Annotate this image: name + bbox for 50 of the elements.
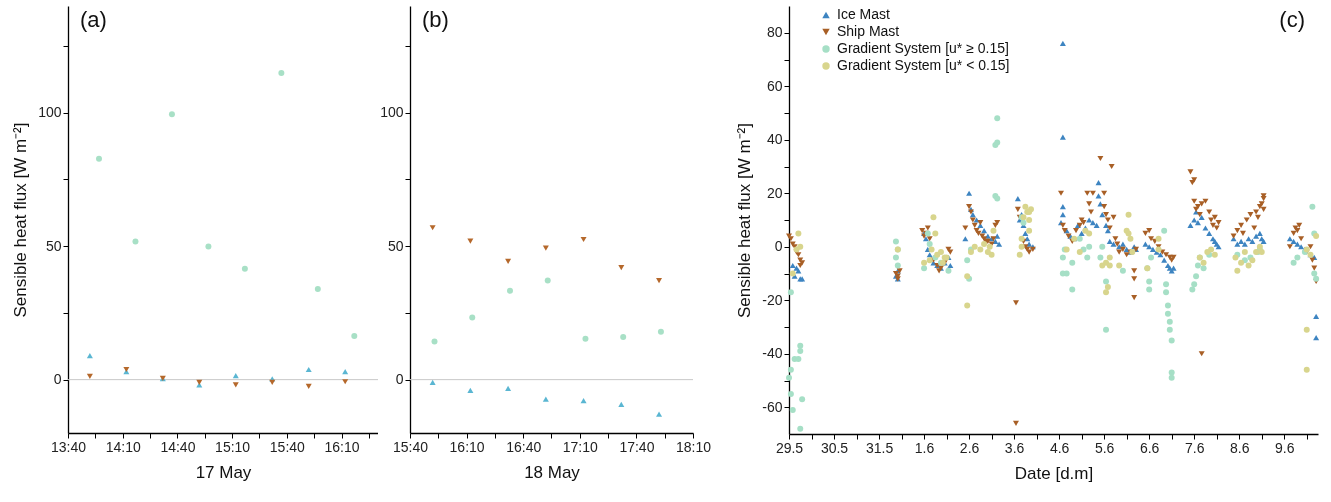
y-tick-label: 50 — [45, 237, 62, 254]
y-tick-label: 0 — [395, 371, 404, 388]
x-tick-label: 13:40 — [50, 438, 87, 455]
x-tick-label: 7.6 — [1184, 439, 1205, 456]
y-tick-label: 50 — [387, 237, 404, 254]
x-tick-label: 16:40 — [506, 438, 542, 455]
x-tick-label: 9.6 — [1275, 439, 1295, 456]
y-tick-label: -40 — [762, 345, 783, 362]
x-axis-title: Date [d.m] — [1014, 463, 1094, 483]
legend-label: Ship Mast — [837, 23, 900, 39]
x-tick-label: 17:10 — [562, 438, 599, 455]
y-tick-label: 0 — [774, 238, 783, 255]
x-tick-label: 15:10 — [215, 438, 251, 455]
x-tick-label: 15:40 — [269, 438, 306, 455]
x-tick-label: 2.6 — [959, 439, 980, 456]
x-tick-label: 16:10 — [449, 438, 485, 455]
y-tick-label: 20 — [766, 184, 783, 201]
y-axis-title: Sensible heat flux [W m⁻²] — [11, 122, 31, 318]
x-tick-label: 4.6 — [1049, 439, 1070, 456]
x-tick-label: 3.6 — [1004, 439, 1025, 456]
x-tick-label: 31.5 — [865, 439, 894, 456]
chart-title: (c) — [1279, 7, 1305, 32]
x-tick-label: 14:10 — [105, 438, 141, 455]
y-tick-label: 0 — [53, 371, 62, 388]
x-tick-label: 8.6 — [1229, 439, 1250, 456]
x-tick-label: 18:10 — [675, 438, 712, 455]
legend-label: Gradient System [u* < 0.15] — [837, 57, 1010, 73]
y-tick-label: 40 — [766, 131, 783, 148]
x-tick-label: 15:40 — [392, 438, 429, 455]
chart-title: (b) — [422, 7, 449, 32]
x-tick-label: 14:40 — [160, 438, 196, 455]
x-tick-label: 1.6 — [914, 439, 935, 456]
legend-label: Ice Mast — [837, 6, 891, 22]
y-tick-label: 100 — [380, 104, 404, 121]
x-tick-label: 29.5 — [775, 439, 804, 456]
legend-label: Gradient System [u* ≥ 0.15] — [837, 40, 1009, 56]
y-tick-label: 60 — [766, 77, 783, 94]
x-tick-label: 5.6 — [1094, 439, 1115, 456]
y-tick-label: 100 — [38, 104, 62, 121]
x-tick-label: 30.5 — [820, 439, 849, 456]
y-tick-label: -60 — [762, 398, 783, 415]
y-tick-label: 80 — [766, 24, 783, 41]
x-axis-title: 18 May — [524, 462, 581, 482]
chart-title: (a) — [80, 7, 107, 32]
y-tick-label: -20 — [762, 291, 783, 308]
x-tick-label: 6.6 — [1139, 439, 1160, 456]
y-axis-title: Sensible heat flux [W m⁻²] — [735, 123, 755, 318]
x-axis-title: 17 May — [195, 462, 252, 482]
x-tick-label: 17:40 — [619, 438, 655, 455]
x-tick-label: 16:10 — [324, 438, 360, 455]
